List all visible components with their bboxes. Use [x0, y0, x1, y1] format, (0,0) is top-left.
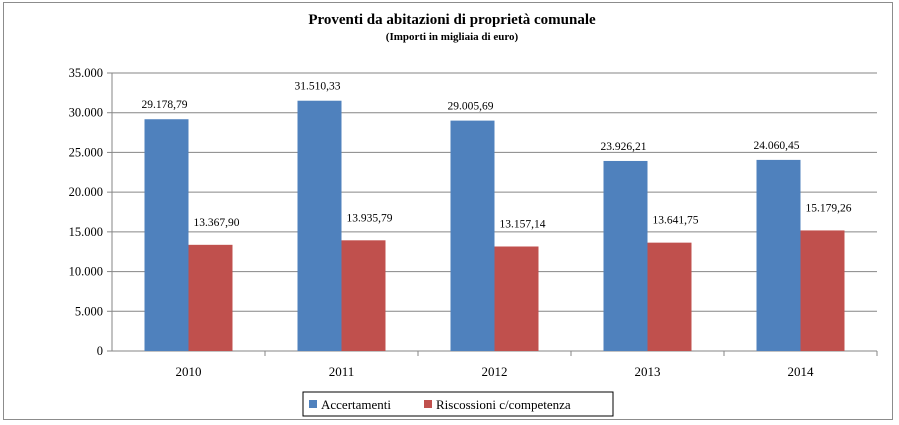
legend-box	[302, 391, 614, 417]
legend-label: Riscossioni c/competenza	[436, 397, 571, 412]
x-tick-label: 2012	[482, 364, 508, 379]
y-tick-label: 20.000	[69, 185, 103, 199]
bar-riscossioni-c-competenza-2014	[800, 230, 845, 351]
data-label: 29.178,79	[142, 99, 188, 111]
chart-title: Proventi da abitazioni di proprietà comu…	[308, 12, 596, 28]
data-label: 31.510,33	[295, 81, 341, 93]
bar-accertamenti-2013	[603, 160, 648, 351]
x-tick-label: 2013	[635, 364, 661, 379]
data-label: 24.060,45	[754, 140, 800, 152]
x-tick-label: 2010	[176, 364, 202, 379]
legend-swatch	[424, 400, 432, 408]
bar-riscossioni-c-competenza-2012	[494, 246, 539, 351]
data-label: 13.641,75	[653, 215, 699, 227]
legend-swatch	[309, 400, 317, 408]
y-tick-label: 25.000	[69, 145, 103, 159]
bar-riscossioni-c-competenza-2010	[188, 244, 233, 351]
x-axis-ticks: 2010 2011 2012 2013 2014	[176, 364, 815, 379]
bars	[144, 100, 845, 352]
x-tick-label: 2011	[329, 364, 355, 379]
legend: Accertamenti Riscossioni c/competenza	[302, 391, 614, 417]
bar-accertamenti-2014	[756, 159, 801, 351]
y-tick-label: 35.000	[69, 66, 103, 80]
y-tick-label: 30.000	[69, 106, 103, 120]
bar-riscossioni-c-competenza-2013	[647, 242, 692, 351]
data-labels: 29.178,79 13.367,90 31.510,33 13.935,79 29.0…	[142, 81, 852, 231]
data-label: 23.926,21	[601, 141, 647, 153]
data-label: 15.179,26	[806, 202, 852, 214]
y-tick-label: 0	[97, 344, 103, 358]
bar-accertamenti-2010	[144, 119, 189, 352]
data-label: 13.935,79	[347, 212, 393, 224]
y-tick-label: 5.000	[75, 304, 103, 318]
y-tick-label: 15.000	[69, 225, 103, 239]
data-label: 13.157,14	[500, 218, 546, 230]
y-axis-ticks: 0 5.000 10.000 15.000 20.000 25.000 30.000 35.0…	[69, 66, 103, 358]
data-label: 13.367,90	[194, 217, 240, 229]
chart-frame	[3, 2, 893, 420]
bar-accertamenti-2012	[450, 120, 495, 352]
data-label: 29.005,69	[448, 101, 494, 113]
bar-accertamenti-2011	[297, 100, 342, 351]
legend-label: Accertamenti	[321, 397, 391, 412]
chart-subtitle: (Importi in migliaia di euro)	[386, 31, 519, 43]
y-tick-label: 10.000	[69, 265, 103, 279]
x-tick-label: 2014	[788, 364, 815, 379]
bar-riscossioni-c-competenza-2011	[341, 240, 386, 351]
